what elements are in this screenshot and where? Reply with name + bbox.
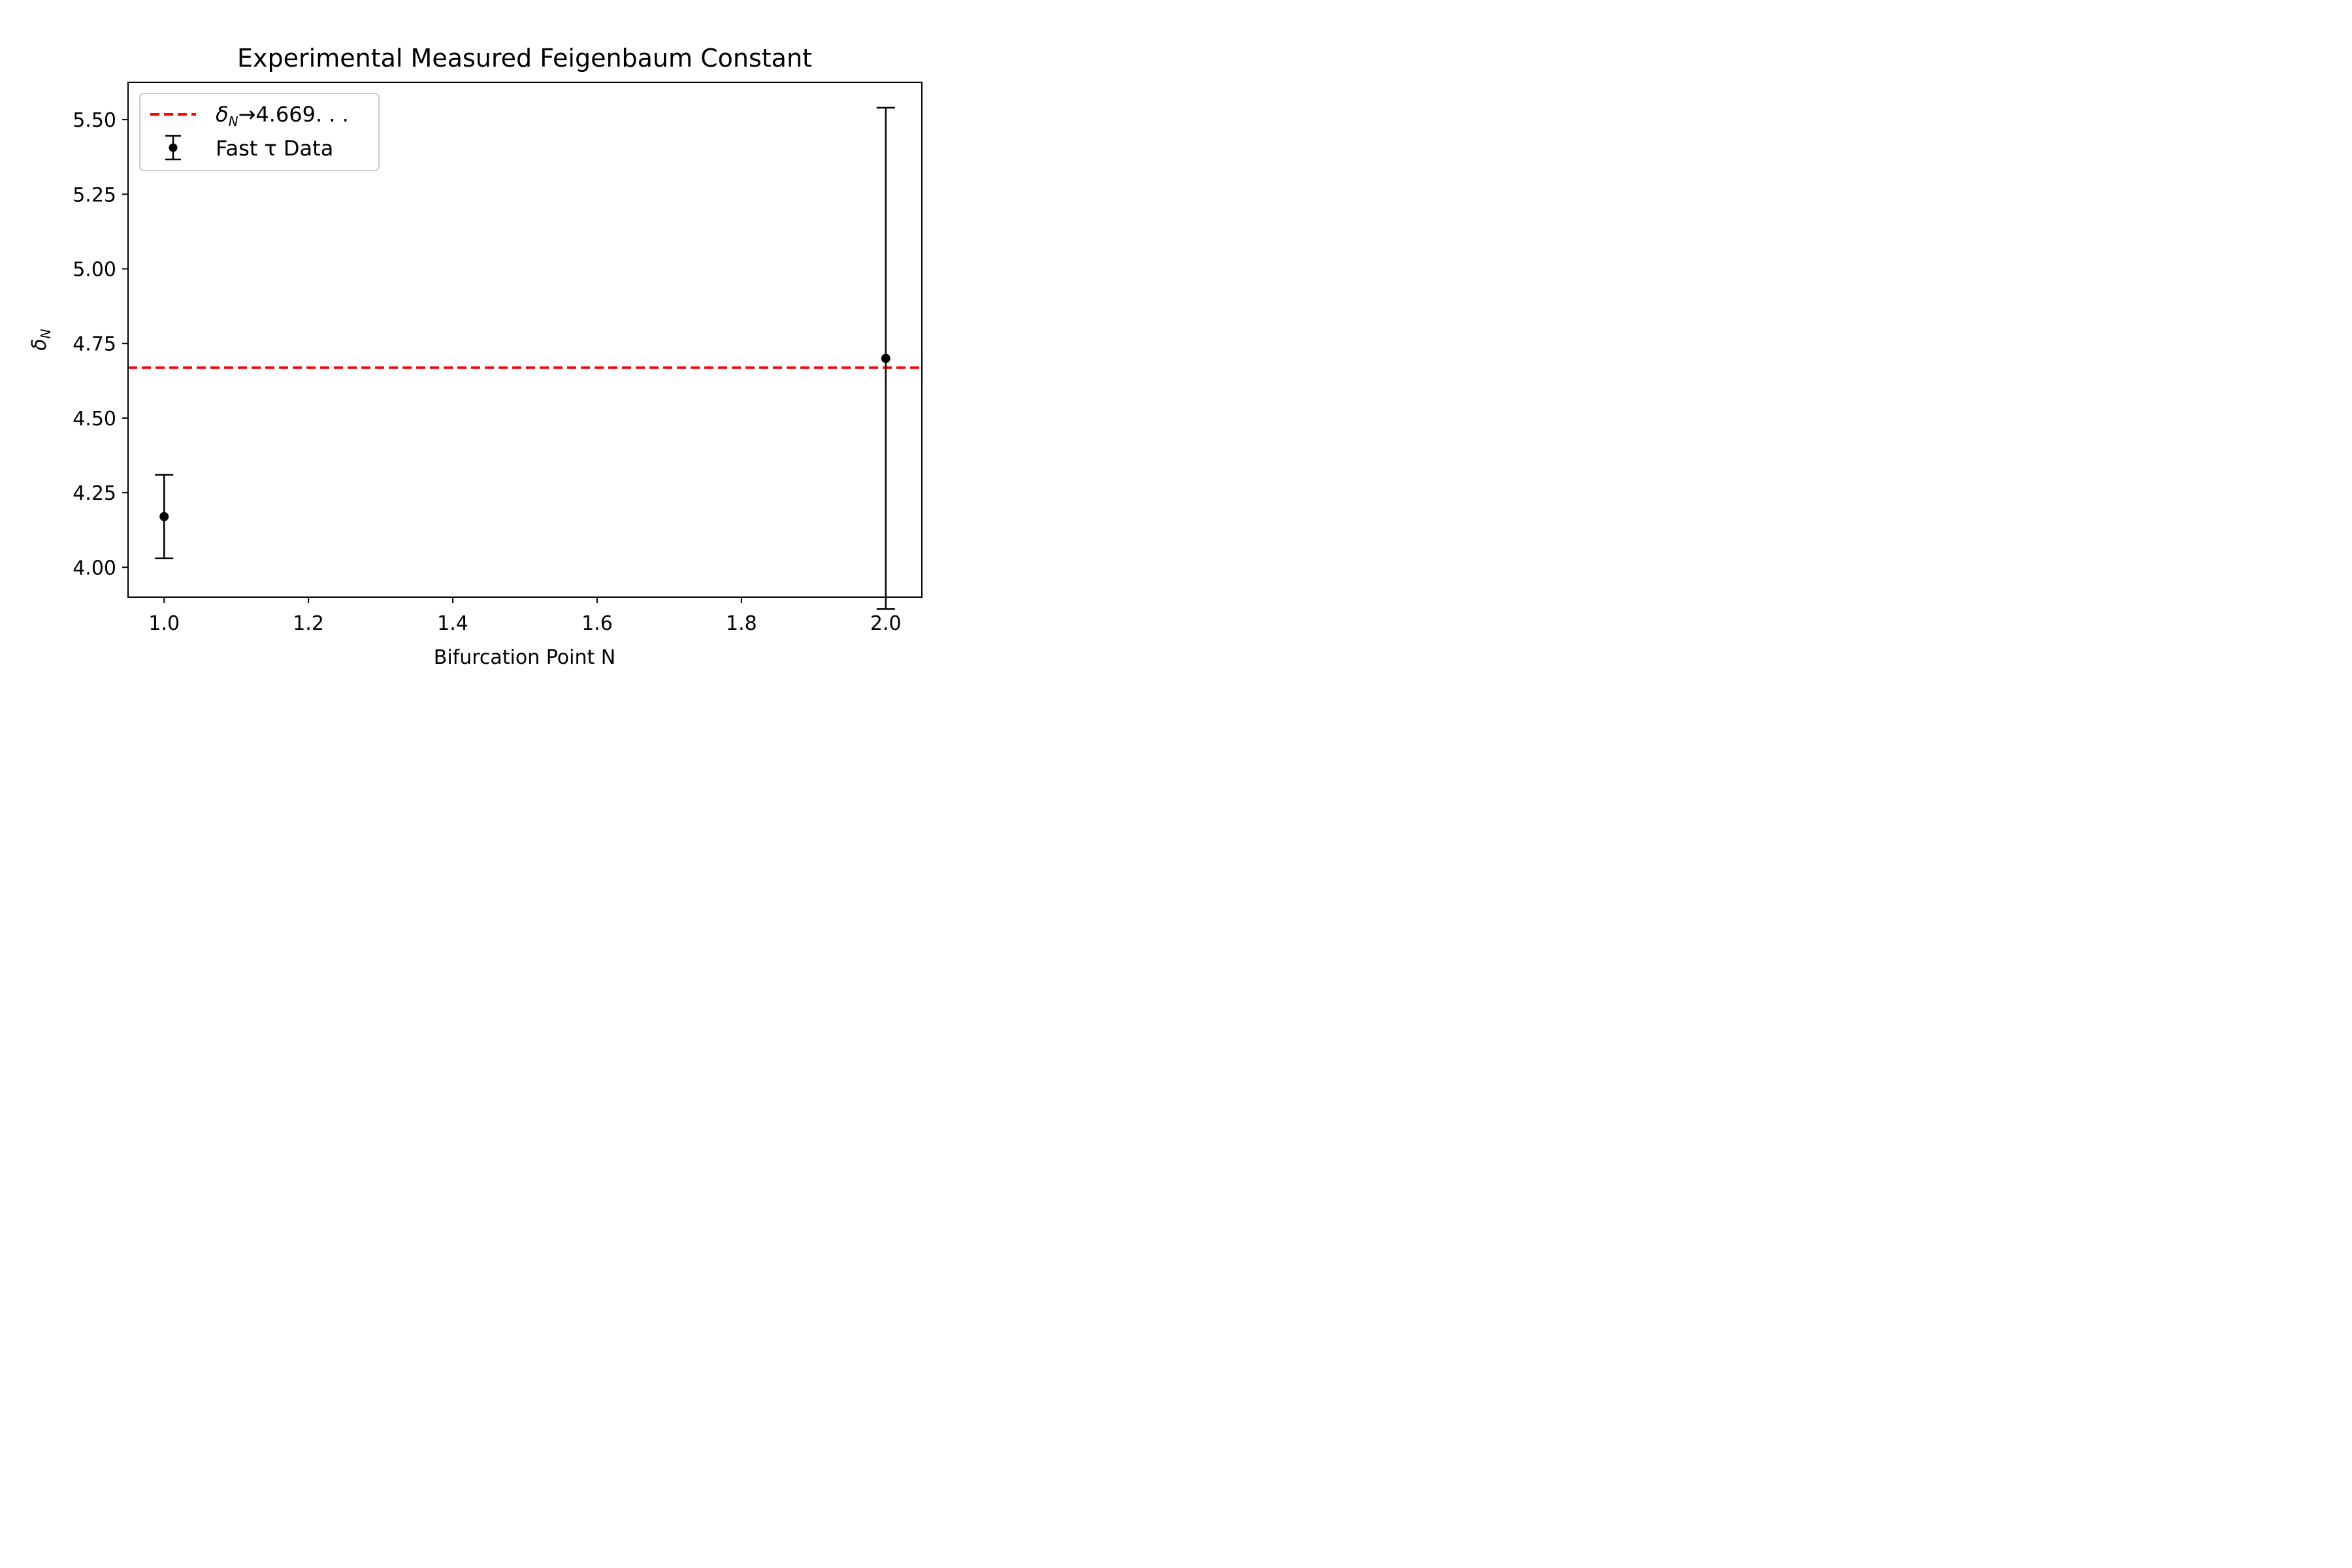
legend: δN→4.669. . . Fast τ Data [139, 93, 380, 171]
legend-reference-line-label: δN→4.669. . . [216, 102, 349, 129]
chart-title: Experimental Measured Feigenbaum Constan… [237, 44, 812, 73]
legend-reference-value: →4.669. . . [238, 102, 349, 127]
plot-area [128, 106, 922, 610]
legend-box [139, 93, 380, 171]
y-tick-label: 5.25 [73, 184, 116, 206]
legend-series-label: Fast τ Data [216, 136, 333, 161]
x-tick-label: 2.0 [870, 612, 902, 635]
y-tick-label: 4.00 [73, 557, 116, 580]
x-axis-title: Bifurcation Point N [434, 646, 616, 669]
y-axis-title: δN [28, 329, 54, 350]
y-axis-title-symbol: δ [28, 338, 51, 350]
x-tick-label: 1.8 [726, 612, 757, 635]
legend-reference-subscript: N [229, 114, 238, 129]
data-marker [159, 512, 169, 521]
plot-frame [127, 82, 923, 598]
y-tick-label: 4.75 [73, 333, 116, 356]
data-point-2 [876, 106, 895, 610]
chart: Experimental Measured Feigenbaum Constan… [28, 44, 923, 669]
legend-series-swatch [165, 135, 181, 161]
y-tick-label: 4.50 [73, 408, 116, 431]
y-axis: 4.00 4.25 4.50 4.75 5.00 5.25 5.50 [73, 109, 128, 580]
legend-reference-symbol: δ [216, 102, 229, 127]
y-tick-label: 5.00 [73, 259, 116, 282]
x-tick-label: 1.6 [581, 612, 613, 635]
y-axis-title-subscript: N [38, 329, 54, 338]
x-axis: 1.0 1.2 1.4 1.6 1.8 2.0 [148, 597, 902, 635]
data-point-1 [155, 474, 174, 559]
data-marker [881, 353, 890, 363]
x-tick-label: 1.0 [148, 612, 180, 635]
x-tick-label: 1.4 [437, 612, 468, 635]
x-tick-label: 1.2 [293, 612, 324, 635]
y-tick-label: 4.25 [73, 482, 116, 505]
y-tick-label: 5.50 [73, 109, 116, 132]
